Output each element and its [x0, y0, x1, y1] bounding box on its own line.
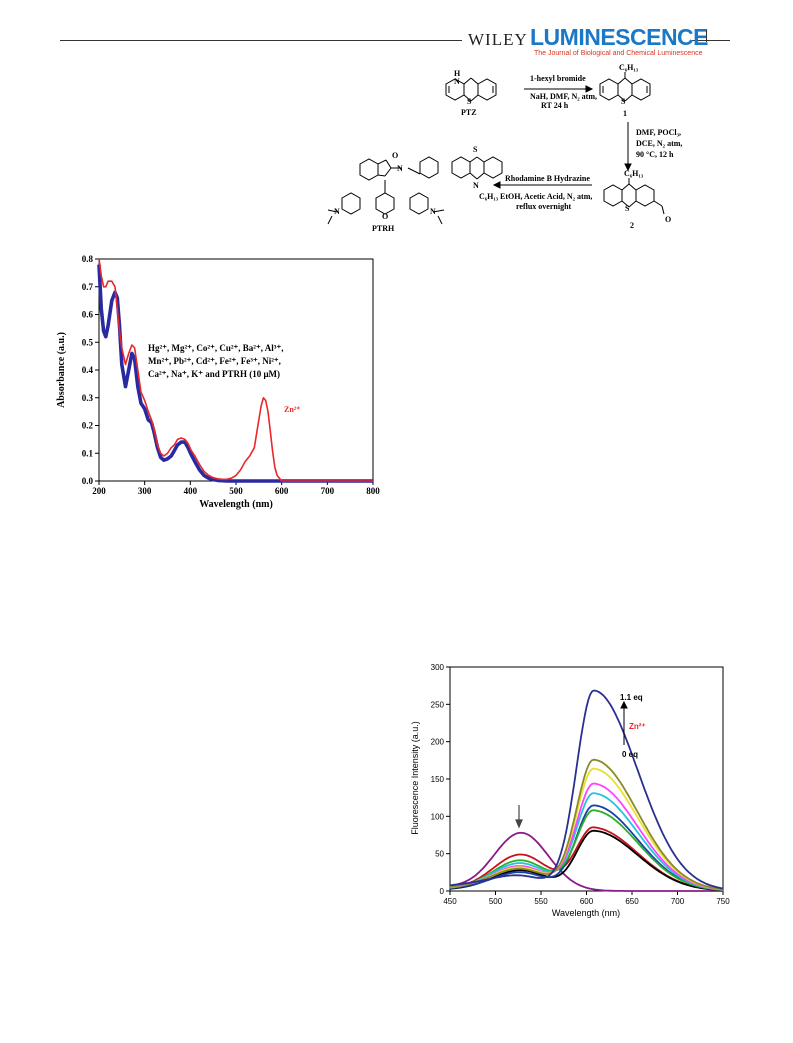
y-tick-label: 0.1 — [82, 448, 94, 458]
header-gap — [462, 36, 692, 46]
y-tick-label: 0.0 — [82, 476, 94, 486]
y-tick-label: 0.2 — [82, 421, 94, 431]
x-tick-label: 700 — [671, 897, 685, 906]
uv-ylabel: Absorbance (a.u.) — [56, 332, 67, 408]
uv-annotation-line-1: Hg²⁺, Mg²⁺, Co²⁺, Cu²⁺, Ba²⁺, Al³⁺, — [148, 343, 283, 353]
step3-line-1: EtOH, Acetic Acid, N₂ atm, — [500, 192, 592, 201]
uv-annotation-line-3: Ca²⁺, Na⁺, K⁺ and PTRH (10 μM) — [148, 369, 280, 379]
y-tick-label: 0.7 — [82, 282, 94, 292]
ptrh-n2-label: N — [473, 181, 479, 190]
ptrh-hydrazone-n: N — [397, 164, 403, 173]
x-tick-label: 400 — [184, 486, 198, 496]
fl-xlabel: Wavelength (nm) — [552, 908, 620, 918]
x-tick-label: 700 — [321, 486, 335, 496]
fl-series-line-4 — [449, 809, 724, 891]
x-tick-label: 600 — [275, 486, 289, 496]
x-tick-label: 550 — [534, 897, 548, 906]
y-tick-label: 250 — [431, 700, 445, 709]
ptrh-s-label: S — [473, 145, 478, 154]
x-tick-label: 300 — [138, 486, 152, 496]
x-tick-label: 500 — [229, 486, 243, 496]
ptrh-xanthene-o: O — [382, 212, 388, 221]
cmpd2-hexyl: C₆H₁₃ — [624, 169, 644, 178]
cmpd2-aldehyde-o: O — [665, 215, 671, 224]
uv-series-line-1 — [98, 258, 373, 482]
ptrh-hexyl: C₆H₁₃ — [479, 192, 499, 201]
step3-line-2: reflux overnight — [516, 202, 572, 211]
ptrh-n-right: N — [430, 207, 436, 216]
ptz-nh-label: H — [454, 69, 461, 78]
y-tick-label: 0.5 — [82, 337, 94, 347]
ptrh-label: PTRH — [372, 224, 395, 233]
x-tick-label: 200 — [92, 486, 106, 496]
y-tick-label: 0.8 — [82, 254, 94, 264]
x-tick-label: 800 — [366, 486, 380, 496]
ptz-n-label: N — [454, 77, 460, 86]
journal-subtitle: The Journal of Biological and Chemical L… — [534, 50, 703, 57]
step1-reagent: 1-hexyl bromide — [530, 74, 586, 83]
fl-series-line-8 — [449, 758, 724, 891]
uv-zn-label: Zn²⁺ — [284, 405, 300, 414]
journal-logo: LUMINESCENCE — [530, 24, 709, 50]
cmpd1-hexyl: C₆H₁₃ — [619, 63, 639, 72]
compound-1-structure — [599, 72, 651, 102]
publisher-logo: WILEY — [468, 30, 528, 49]
fl-up-arrow — [620, 700, 628, 745]
y-tick-label: 0 — [440, 887, 445, 896]
fl-series-line-5 — [449, 792, 724, 891]
cmpd2-s-label: S — [625, 204, 630, 213]
ptrh-n-left: N — [334, 207, 340, 216]
fl-eq-bottom: 0 eq — [622, 750, 638, 759]
y-tick-label: 150 — [431, 775, 445, 784]
cmpd1-label: 1 — [623, 109, 627, 118]
step1-conditions-2: RT 24 h — [541, 101, 569, 110]
y-tick-label: 50 — [435, 850, 444, 859]
ptrh-carbonyl-o: O — [392, 151, 398, 160]
step2-line-3: 90 °C, 12 h — [636, 150, 674, 159]
fl-series-line-7 — [449, 767, 724, 891]
y-tick-label: 200 — [431, 738, 445, 747]
fl-eq-top: 1.1 eq — [620, 693, 643, 702]
ptrh-structure — [327, 156, 503, 225]
cmpd1-s-label: S — [621, 97, 626, 106]
reaction-arrows — [492, 85, 632, 189]
ptz-structure — [445, 77, 497, 102]
x-tick-label: 600 — [580, 897, 594, 906]
ptz-s-label: S — [467, 97, 472, 106]
x-tick-label: 500 — [489, 897, 503, 906]
y-tick-label: 0.3 — [82, 393, 94, 403]
compound-2-structure — [603, 178, 665, 215]
synthesis-scheme: H N S PTZ 1-hexyl bromide NaH, DMF, N₂ a… — [327, 63, 682, 233]
step1-conditions-1: NaH, DMF, N₂ atm, — [530, 92, 597, 101]
header-tick — [706, 30, 707, 42]
y-tick-label: 300 — [431, 663, 445, 672]
x-tick-label: 750 — [716, 897, 730, 906]
y-tick-label: 100 — [431, 812, 445, 821]
cmpd2-label: 2 — [630, 221, 634, 230]
step2-line-2: DCE, N₂ atm, — [636, 139, 682, 148]
fl-series-line-9 — [449, 689, 724, 890]
x-tick-label: 650 — [625, 897, 639, 906]
fl-down-arrow — [515, 805, 523, 829]
y-tick-label: 0.4 — [82, 365, 94, 375]
fl-ylabel: Fluorescence Intensity (a.u.) — [410, 721, 420, 835]
fl-zn-label: Zn²⁺ — [629, 722, 646, 731]
uv-xlabel: Wavelength (nm) — [199, 499, 273, 510]
y-tick-label: 0.6 — [82, 310, 94, 320]
header-rule — [60, 40, 730, 41]
uv-annotation-line-2: Mn²⁺, Pb²⁺, Cd²⁺, Fe²⁺, Fe³⁺, Ni²⁺, — [148, 356, 281, 366]
step2-line-1: DMF, POCl₃, — [636, 128, 681, 137]
ptz-label: PTZ — [461, 108, 477, 117]
x-tick-label: 450 — [443, 897, 457, 906]
step3-reagent: Rhodamine B Hydrazine — [505, 174, 590, 183]
fl-series-line-0 — [449, 831, 723, 892]
